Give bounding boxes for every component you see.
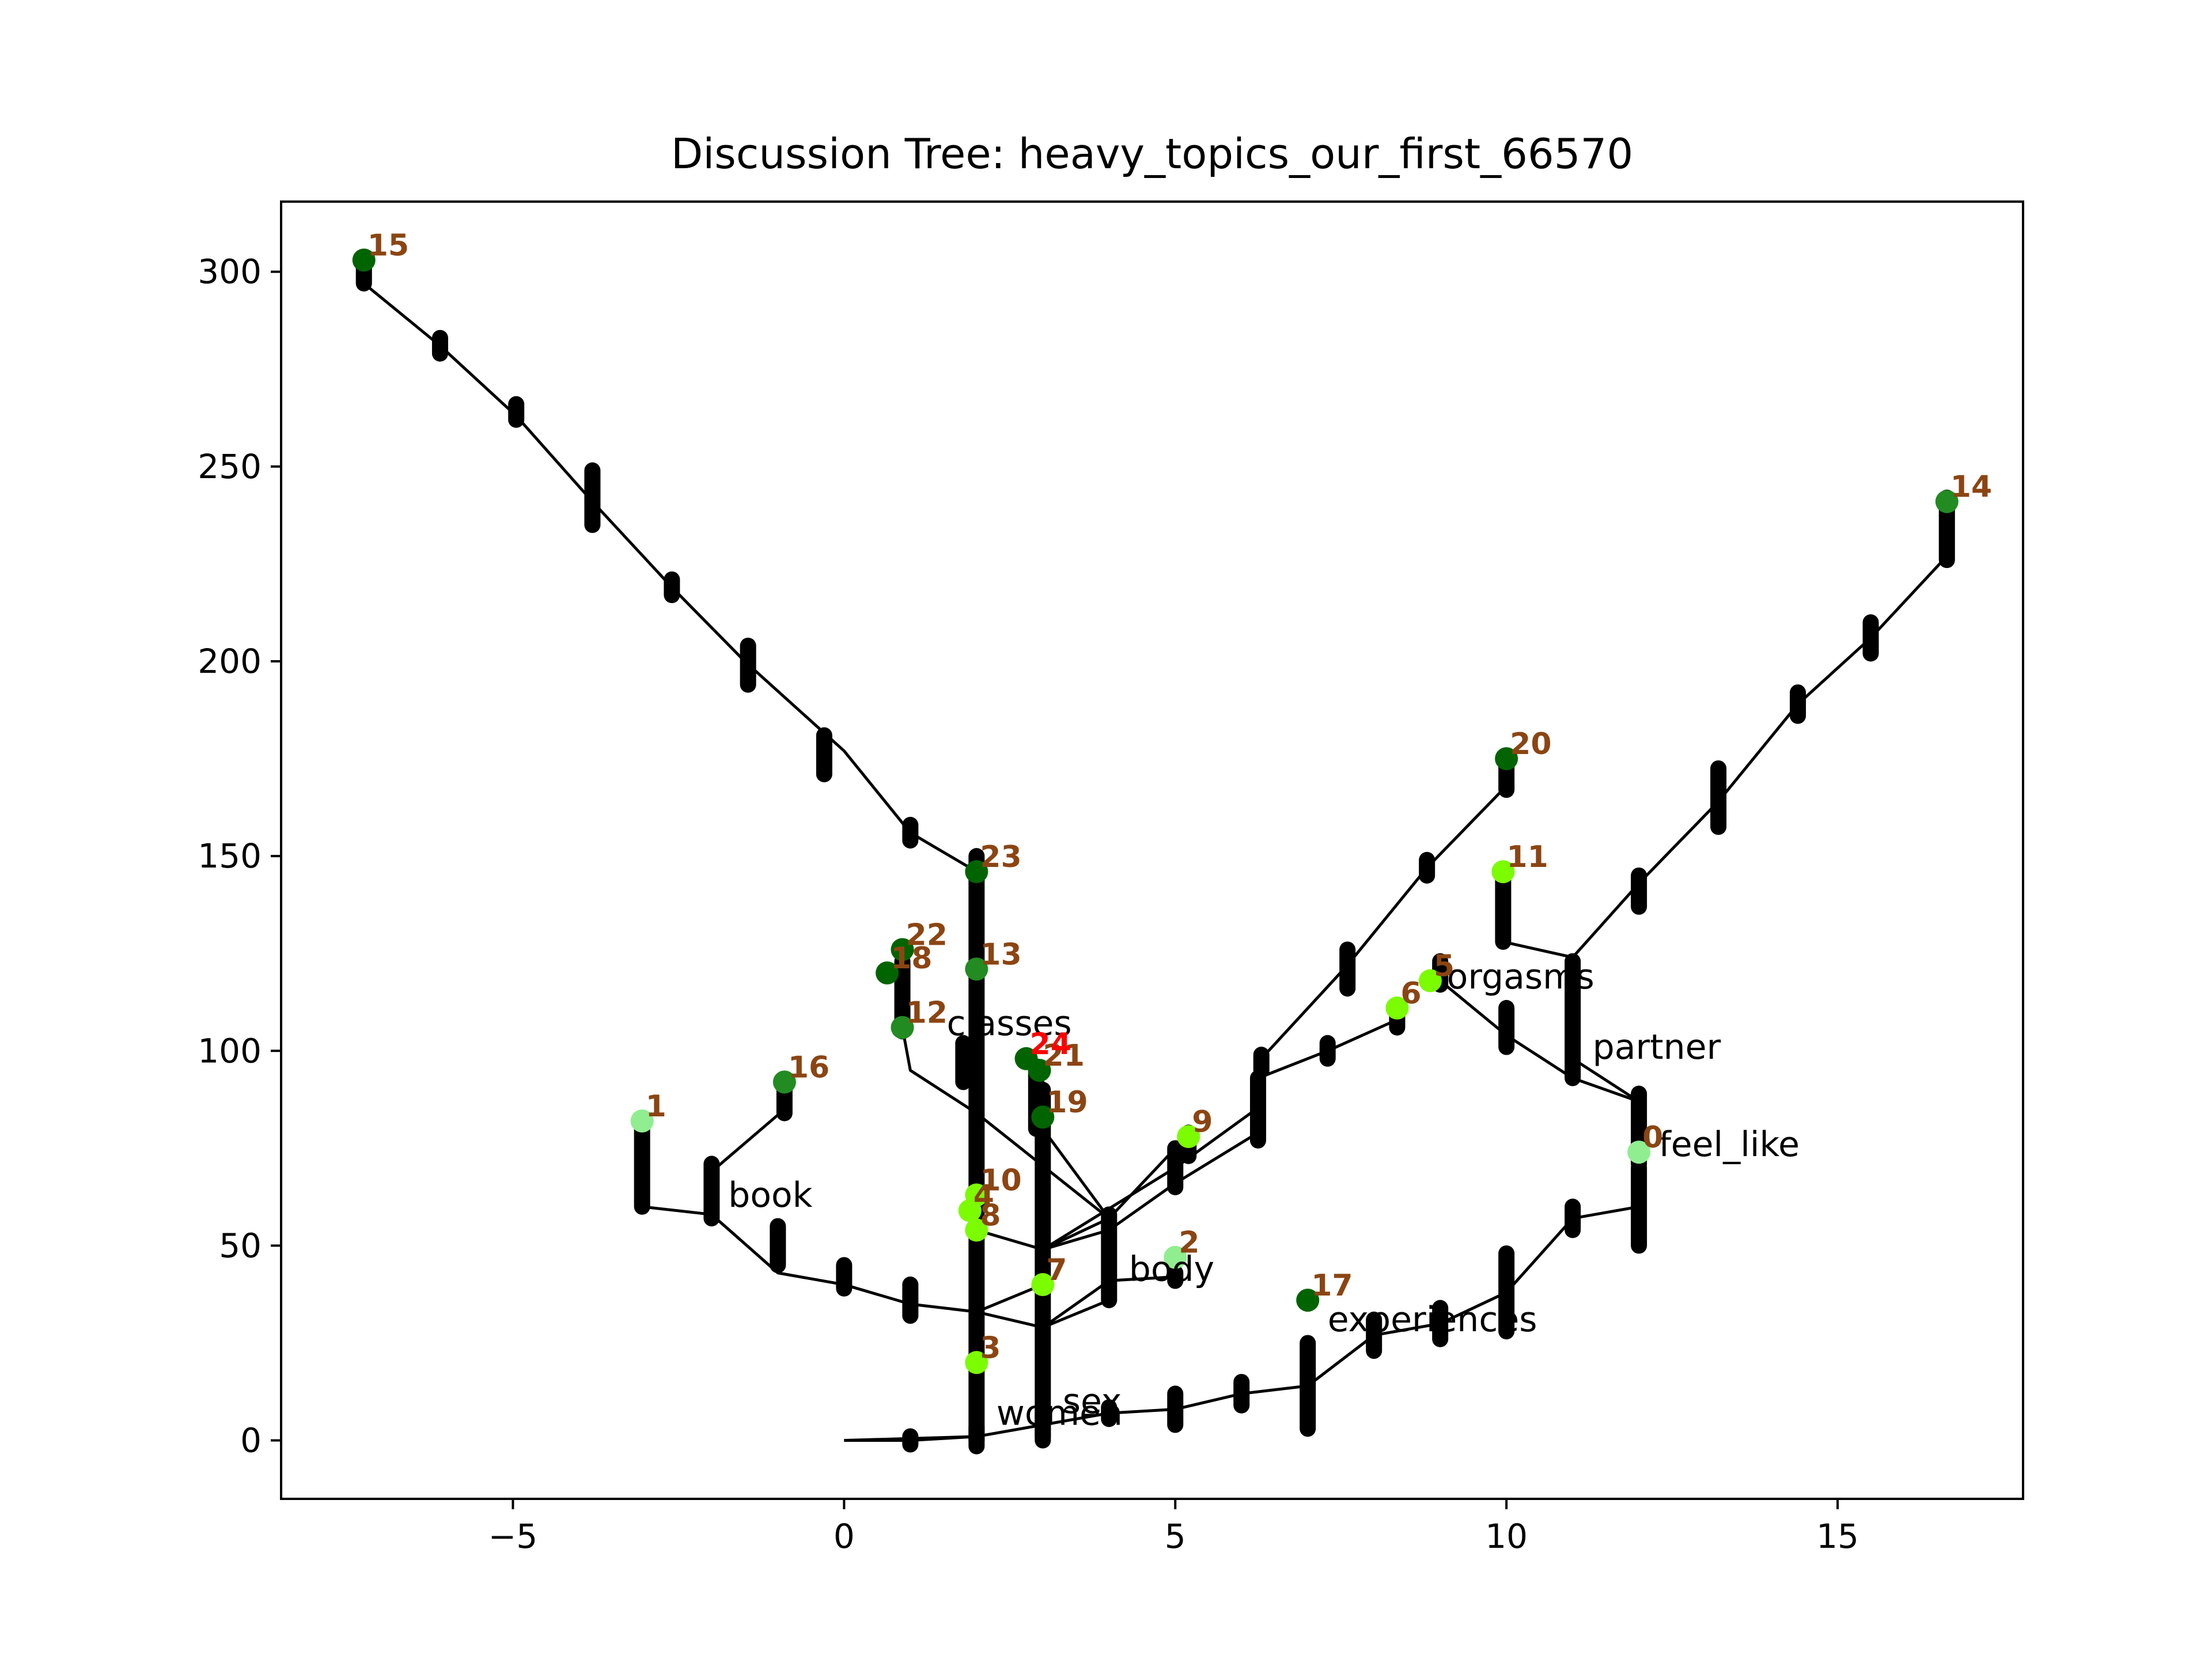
node-20-point: [1495, 747, 1518, 771]
node-3-label: 3: [980, 1331, 1001, 1365]
y-tick-label: 150: [198, 836, 262, 876]
word-label-women: women: [997, 1393, 1123, 1434]
node-17-point: [1296, 1289, 1320, 1312]
node-16-label: 16: [788, 1050, 830, 1085]
node-8-point: [965, 1218, 988, 1242]
node-22-label: 22: [906, 918, 948, 952]
nodes-layer: [352, 248, 1959, 1374]
edge-12: [362, 260, 978, 873]
node-20-label: 20: [1510, 727, 1551, 762]
node-9-label: 9: [1192, 1105, 1213, 1139]
node-9-point: [1177, 1125, 1200, 1149]
word-label-partner: partner: [1593, 1027, 1721, 1067]
edge-ticks-layer: [355, 259, 1955, 1455]
node-15-label: 15: [368, 228, 409, 263]
node-23-label: 23: [980, 840, 1021, 874]
node-12-point: [891, 1016, 914, 1039]
node-13-label: 13: [980, 937, 1021, 972]
word-label-feel-like: feel_like: [1659, 1124, 1800, 1165]
node-22-point: [891, 938, 914, 961]
word-label-book: book: [728, 1175, 813, 1215]
y-tick-label: 100: [198, 1031, 262, 1070]
y-tick-label: 0: [240, 1421, 262, 1460]
y-axis: 0 50 100 150 200 250 300: [198, 252, 281, 1460]
node-16-point: [772, 1070, 796, 1094]
word-label-experiences: experiences: [1328, 1300, 1537, 1340]
y-tick-label: 250: [198, 447, 262, 486]
x-axis: −5 0 5 10 15: [488, 1499, 1859, 1556]
node-17-label: 17: [1311, 1268, 1353, 1303]
node-21-label: 21: [1043, 1039, 1085, 1073]
node-1-label: 1: [646, 1089, 666, 1124]
y-tick-label: 200: [198, 642, 262, 681]
node-18-label: 18: [891, 941, 932, 976]
x-tick-label: 0: [834, 1517, 855, 1556]
node-23-point: [965, 860, 988, 884]
node-24-label: 24: [1030, 1027, 1071, 1062]
chart-title: Discussion Tree: heavy_topics_our_first_…: [671, 130, 1633, 178]
node-19-point: [1031, 1105, 1055, 1129]
node-0-label: 0: [1642, 1120, 1663, 1155]
node-6-label: 6: [1400, 976, 1421, 1011]
node-15-point: [352, 248, 376, 272]
node-0-point: [1627, 1141, 1651, 1164]
node-2-point: [1164, 1245, 1187, 1269]
x-tick-label: 5: [1165, 1517, 1186, 1556]
node-6-point: [1385, 996, 1409, 1020]
node-14-point: [1935, 490, 1959, 513]
y-tick-label: 300: [198, 252, 262, 291]
node-24-point: [1014, 1047, 1038, 1070]
node-10-point: [965, 1183, 988, 1207]
word-label-body: body: [1129, 1249, 1214, 1289]
word-label-orgasms: orgasms: [1447, 957, 1594, 997]
node-13-point: [965, 957, 988, 981]
node-7-label: 7: [1046, 1253, 1067, 1287]
node-11-point: [1491, 860, 1515, 884]
node-7-point: [1031, 1273, 1055, 1297]
x-tick-label: 15: [1816, 1517, 1859, 1556]
node-5-label: 5: [1434, 949, 1455, 984]
node-8-label: 8: [980, 1198, 1001, 1233]
x-tick-label: 10: [1485, 1517, 1528, 1556]
node-11-label: 11: [1506, 840, 1548, 874]
word-label-classes: classes: [947, 1003, 1072, 1044]
node-3-point: [965, 1351, 988, 1374]
word-label-sex: sex: [1063, 1381, 1122, 1422]
plot-frame: [280, 200, 2024, 1500]
node-12-label: 12: [906, 996, 948, 1031]
y-tick-label: 50: [219, 1226, 262, 1265]
edge-0: [844, 1152, 1641, 1442]
x-tick-label: −5: [488, 1517, 538, 1556]
node-4-label: 4: [974, 1179, 994, 1214]
node-10-label: 10: [980, 1164, 1021, 1198]
node-1-point: [630, 1109, 654, 1133]
node-2-label: 2: [1179, 1226, 1199, 1260]
node-14-label: 14: [1950, 470, 1992, 505]
node-5-point: [1418, 969, 1442, 993]
node-18-point: [876, 961, 899, 985]
node-19-label: 19: [1046, 1085, 1088, 1120]
